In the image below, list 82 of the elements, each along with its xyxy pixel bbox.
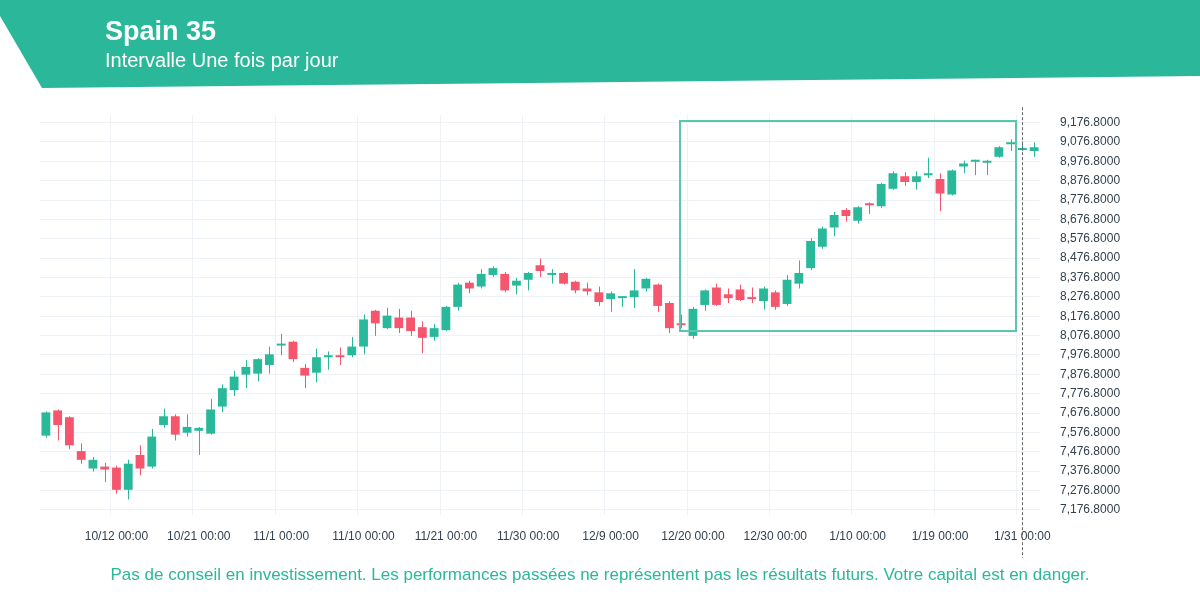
candlestick xyxy=(817,226,827,250)
y-tick-label: 8,976.8000 xyxy=(1060,153,1121,168)
candlestick xyxy=(53,408,63,441)
x-tick-label: 12/9 00:00 xyxy=(582,528,640,543)
x-tick-label: 11/1 00:00 xyxy=(253,528,310,543)
candlestick xyxy=(629,268,639,309)
candlestick xyxy=(406,310,415,337)
y-tick-label: 7,476.8000 xyxy=(1060,444,1121,459)
chart-title: Spain 35 xyxy=(105,16,217,47)
y-tick-label: 7,176.8000 xyxy=(1060,502,1121,517)
y-tick-label: 8,876.8000 xyxy=(1060,172,1121,187)
candlestick xyxy=(394,308,404,334)
candlestick xyxy=(794,259,804,289)
candlestick xyxy=(594,286,604,307)
candlestick xyxy=(194,426,204,456)
candlestick xyxy=(265,346,274,375)
candlestick xyxy=(347,336,357,358)
candlestick xyxy=(217,383,227,413)
y-tick-label: 8,176.8000 xyxy=(1060,308,1121,323)
x-tick-label: 1/31 00:00 xyxy=(993,528,1052,543)
candlestick xyxy=(923,157,933,179)
candlestick xyxy=(700,288,710,312)
candlestick xyxy=(229,370,239,397)
chart-subtitle: Intervalle Une fois par jour xyxy=(105,49,339,72)
candlestick xyxy=(829,211,839,237)
x-tick-label: 10/21 00:00 xyxy=(167,528,231,543)
candlestick xyxy=(453,282,463,312)
y-tick-label: 7,276.8000 xyxy=(1060,482,1121,497)
y-tick-label: 7,576.8000 xyxy=(1060,424,1121,439)
x-tick-label: 12/30 00:00 xyxy=(743,528,808,543)
candlestick xyxy=(300,363,310,389)
candlestick xyxy=(606,290,615,313)
candlestick xyxy=(241,359,251,389)
candlestick xyxy=(112,465,121,495)
candlestick xyxy=(76,442,86,465)
candlestick xyxy=(135,444,145,476)
candlestick xyxy=(159,408,168,429)
y-tick-label: 9,176.8000 xyxy=(1060,114,1121,129)
candlestick xyxy=(41,410,51,439)
candlestick xyxy=(523,271,533,291)
candlestick xyxy=(276,333,286,356)
candlestick xyxy=(653,283,663,313)
candlestick xyxy=(770,289,780,311)
candlestick xyxy=(712,283,721,307)
candlestick xyxy=(476,268,486,289)
x-tick-label: 1/19 00:00 xyxy=(911,528,969,543)
y-tick-label: 8,776.8000 xyxy=(1060,192,1121,207)
x-tick-label: 11/10 00:00 xyxy=(332,528,396,543)
y-tick-label: 8,076.8000 xyxy=(1060,327,1121,342)
candlestick xyxy=(312,348,321,383)
candlestick xyxy=(500,271,510,293)
y-tick-label: 7,676.8000 xyxy=(1060,405,1121,420)
candlestick xyxy=(417,320,427,354)
candlestick xyxy=(323,350,333,371)
x-tick-label: 1/10 00:00 xyxy=(829,528,887,543)
candlestick xyxy=(170,413,180,441)
y-tick-label: 8,576.8000 xyxy=(1060,231,1121,246)
candlestick xyxy=(935,172,945,212)
x-tick-label: 10/12 00:00 xyxy=(84,528,149,543)
y-tick-label: 7,876.8000 xyxy=(1060,366,1121,381)
candlestick xyxy=(100,462,110,483)
candlestick xyxy=(253,357,263,382)
candlestick xyxy=(912,170,921,191)
candlestick xyxy=(888,170,898,191)
x-tick-label: 11/30 00:00 xyxy=(496,528,560,543)
candlestick xyxy=(876,182,886,209)
y-tick-label: 8,676.8000 xyxy=(1060,211,1121,226)
x-tick-label: 12/20 00:00 xyxy=(661,528,725,543)
candlestick xyxy=(441,305,451,332)
y-tick-label: 8,476.8000 xyxy=(1060,250,1121,265)
x-tick-label: 11/21 00:00 xyxy=(414,528,478,543)
y-tick-label: 7,376.8000 xyxy=(1060,463,1121,478)
y-tick-label: 7,776.8000 xyxy=(1060,385,1121,400)
y-tick-label: 7,976.8000 xyxy=(1060,347,1121,362)
candlestick xyxy=(370,309,380,337)
text: Pas de conseil en investissement. Les performances passées ne représentent pas les résultats futurs. Votre capital est en danger. xyxy=(109,565,1091,585)
y-tick-label: 8,376.8000 xyxy=(1060,269,1121,284)
y-tick-label: 9,076.8000 xyxy=(1060,134,1121,149)
candlestick xyxy=(182,413,192,438)
y-tick-label: 8,276.8000 xyxy=(1060,289,1121,304)
candlestick xyxy=(759,286,768,311)
candlestick xyxy=(535,257,545,278)
